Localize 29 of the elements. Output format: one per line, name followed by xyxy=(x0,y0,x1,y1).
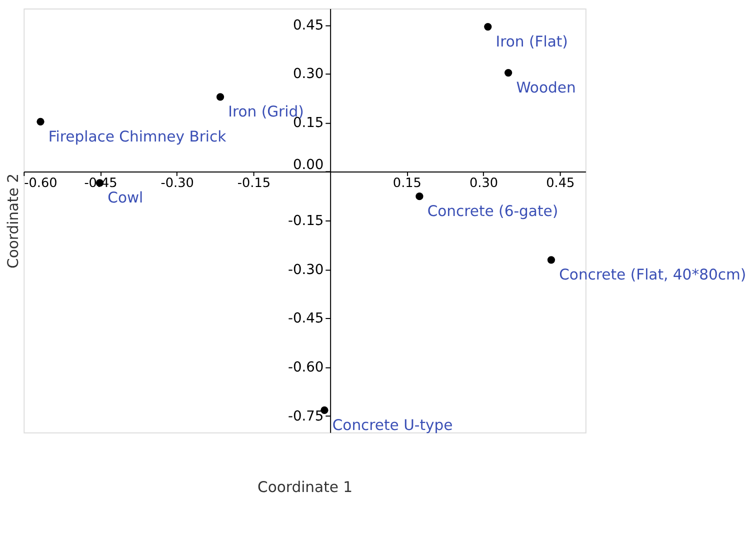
point xyxy=(36,118,44,126)
y-tick-label: -0.75 xyxy=(288,408,324,424)
y-tick-label: -0.60 xyxy=(288,360,324,376)
x-tick-label: 0.15 xyxy=(392,176,422,191)
point xyxy=(484,23,492,31)
annotation: Concrete (6-gate) xyxy=(427,203,558,220)
y-tick-label: 0.30 xyxy=(292,66,324,82)
point xyxy=(216,93,224,101)
x-tick-label: 0.45 xyxy=(546,176,575,191)
annotation: Concrete U-type xyxy=(332,416,453,434)
x-tick-label: 0.30 xyxy=(470,176,498,191)
annotation: Iron (Flat) xyxy=(496,34,568,51)
x-tick-label: -0.30 xyxy=(160,176,194,191)
y-axis-title: Coordinate 2 xyxy=(5,173,22,268)
x-tick-label: -0.15 xyxy=(237,176,271,191)
x-tick-label: -0.60 xyxy=(24,176,58,191)
point xyxy=(416,192,424,200)
annotation: Fireplace Chimney Brick xyxy=(48,128,227,146)
y-tick-label: -0.45 xyxy=(288,310,324,327)
y-tick-label: 0.00 xyxy=(292,157,324,174)
y-tick-label: -0.30 xyxy=(288,262,324,278)
y-tick-label: -0.15 xyxy=(288,212,324,229)
annotation: Wooden xyxy=(516,79,576,96)
y-tick-label: 0.45 xyxy=(292,17,324,34)
annotation: Concrete (Flat, 40*80cm) xyxy=(559,266,746,284)
x-axis-title: Coordinate 1 xyxy=(258,478,353,496)
annotation: Cowl xyxy=(108,190,144,207)
point xyxy=(504,68,512,77)
point xyxy=(547,256,556,264)
